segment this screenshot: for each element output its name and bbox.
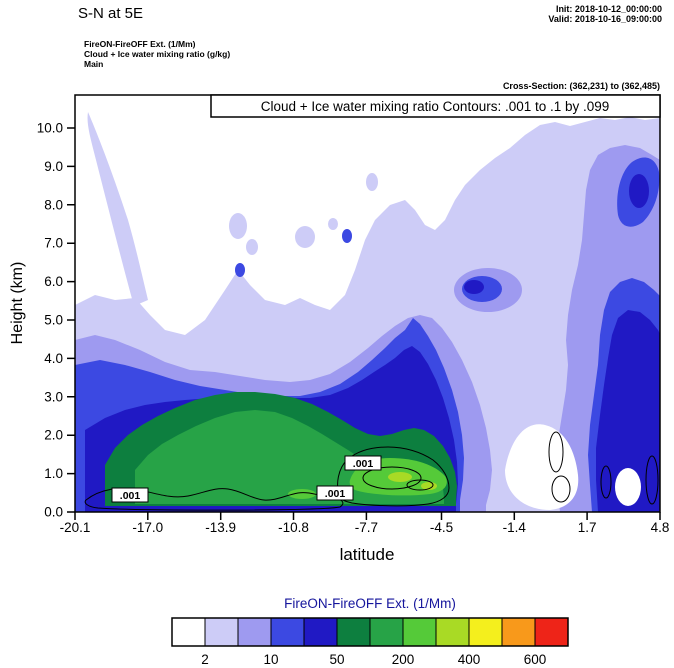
colorbar-cell: [303, 617, 338, 647]
colorbar-cell: [435, 617, 470, 647]
fill-hole-white: [615, 468, 641, 506]
y-axis-title: Height (km): [9, 262, 26, 345]
x-tick-label: -17.0: [132, 520, 163, 535]
y-axis-ticks: [67, 127, 75, 513]
colorbar-cell: [402, 617, 437, 647]
colorbar-tick-label: 2: [201, 652, 209, 667]
contour-label-text: .001: [353, 458, 374, 470]
x-axis-ticks: [74, 512, 661, 520]
y-tick-label: 0.0: [44, 505, 63, 520]
field1-label: FireON-FireOFF Ext. (1/Mm): [84, 39, 196, 49]
cloud-contour: [362, 466, 422, 490]
y-tick-label: 2.0: [44, 428, 63, 443]
y-tick-label: 1.0: [44, 466, 63, 481]
fill-blob-lightgreen: [288, 489, 316, 499]
field2-label: Cloud + Ice water mixing ratio (g/kg): [84, 49, 230, 59]
contour-label-frame: [344, 455, 382, 471]
colorbar-cell: [237, 617, 272, 647]
plot-banner: Cloud + Ice water mixing ratio Contours:…: [210, 94, 661, 118]
fill-blob-lavender: [229, 213, 247, 239]
cloud-contour: [600, 465, 612, 499]
colorbar-cell: [501, 617, 536, 647]
contour-label-text: .001: [120, 490, 141, 502]
cloud-contour: [406, 479, 434, 491]
fill-blob-blue: [342, 229, 352, 243]
cloud-contour: [645, 455, 659, 505]
fill-blob-darkblue: [629, 174, 649, 208]
contour-label-frame: [111, 487, 149, 503]
fill-blob-lavender: [366, 173, 378, 191]
y-tick-label: 3.0: [44, 389, 63, 404]
y-tick-label: 9.0: [44, 159, 63, 174]
y-tick-label: 10.0: [37, 121, 63, 136]
y-tick-label: 7.0: [44, 236, 63, 251]
fill-blob-yellowgreen: [388, 472, 412, 482]
colorbar-title: FireON-FireOFF Ext. (1/Mm): [284, 596, 456, 611]
colorbar-tick-label: 200: [392, 652, 415, 667]
x-tick-label: 1.7: [578, 520, 597, 535]
colorbar: FireON-FireOFF Ext. (1/Mm) 2 10 50 200 4…: [171, 596, 569, 667]
colorbar-tick-label: 600: [524, 652, 547, 667]
x-tick-label: -20.1: [60, 520, 91, 535]
fill-region-lavender-streak: [87, 112, 148, 306]
cloud-contour-lines: .001 .001 .001: [84, 431, 659, 511]
colorbar-cell: [336, 617, 371, 647]
fill-blob-lavender: [246, 239, 258, 255]
contour-label-text: .001: [325, 488, 346, 500]
y-tick-label: 6.0: [44, 274, 63, 289]
x-tick-label: -10.8: [278, 520, 309, 535]
contour-label-box: .001: [111, 487, 149, 503]
init-time: Init: 2018-10-12_00:00:00: [556, 4, 662, 14]
y-tick-label: 8.0: [44, 197, 63, 212]
contour-label-box: .001: [316, 485, 354, 501]
colorbar-cell: [204, 617, 239, 647]
cloud-contour: [84, 487, 344, 511]
banner-text: Cloud + Ice water mixing ratio Contours:…: [261, 99, 610, 114]
x-tick-label: 4.8: [651, 520, 670, 535]
colorbar-tick-labels: 2 10 50 200 400 600: [201, 652, 546, 667]
y-tick-label: 5.0: [44, 313, 63, 328]
fill-blob-lavender: [328, 218, 338, 230]
x-tick-label: -1.4: [503, 520, 527, 535]
fill-hole-white: [505, 424, 579, 510]
colorbar-cell: [171, 617, 206, 647]
contour-label-frame: [316, 485, 354, 501]
page-title: S-N at 5E: [78, 5, 143, 22]
x-tick-label: -13.9: [205, 520, 236, 535]
fill-blob-lavender: [295, 226, 315, 248]
y-tick-labels: 10.0 9.0 8.0 7.0 6.0 5.0 4.0 3.0 2.0 1.0…: [37, 121, 63, 520]
y-tick-label: 4.0: [44, 351, 63, 366]
colorbar-tick-label: 50: [329, 652, 344, 667]
colorbar-cell: [369, 617, 404, 647]
colorbar-tick-label: 400: [458, 652, 481, 667]
colorbar-cell: [270, 617, 305, 647]
x-axis-title: latitude: [340, 545, 395, 564]
contour-label-box: .001: [344, 455, 382, 471]
colorbar-cell: [468, 617, 503, 647]
banner-frame: [210, 94, 661, 118]
x-tick-labels: -20.1 -17.0 -13.9 -10.8 -7.7 -4.5 -1.4 1…: [60, 520, 670, 535]
cloud-contour: [548, 431, 564, 473]
colorbar-frame: [171, 617, 569, 647]
fill-blob-darkblue: [464, 280, 484, 294]
fill-blob-blue: [235, 263, 245, 277]
colorbar-cell: [534, 617, 569, 647]
domain-label: Main: [84, 59, 103, 69]
cross-section-label: Cross-Section: (362,231) to (362,485): [503, 81, 660, 91]
colorbar-tick-label: 10: [263, 652, 278, 667]
valid-time: Valid: 2018-10-16_09:00:00: [548, 14, 662, 24]
x-tick-label: -7.7: [355, 520, 378, 535]
fill-region-darkblue-column: [596, 310, 660, 512]
cloud-contour: [551, 475, 571, 503]
x-tick-label: -4.5: [430, 520, 453, 535]
